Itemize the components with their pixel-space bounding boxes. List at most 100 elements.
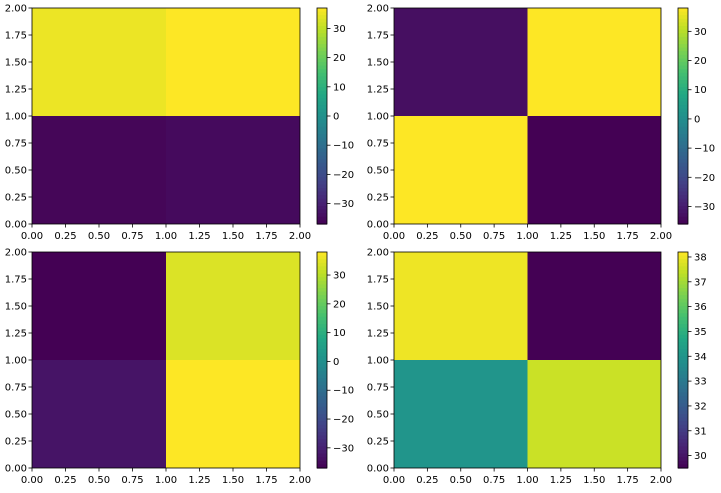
- colorbar-segment: [317, 428, 327, 433]
- colorbar-segment: [678, 360, 688, 365]
- colorbar-segment: [317, 288, 327, 293]
- colorbar-segment: [678, 370, 688, 375]
- colorbar-segment: [678, 291, 688, 296]
- x-tick-label: 0.00: [383, 475, 405, 486]
- colorbar-segment: [317, 266, 327, 271]
- colorbar-tick-label: −30: [333, 199, 354, 210]
- colorbar-segment: [317, 184, 327, 189]
- heatmap-cell: [527, 360, 661, 468]
- colorbar-segment: [317, 108, 327, 113]
- colorbar-segment: [317, 295, 327, 300]
- colorbar-segment: [317, 291, 327, 296]
- x-tick-label: 1.25: [188, 231, 210, 242]
- y-tick-label: 0.00: [367, 464, 389, 475]
- colorbar-segment: [678, 94, 688, 99]
- colorbar-tick-label: 30: [333, 24, 346, 35]
- y-tick-label: 1.75: [367, 275, 389, 286]
- colorbar-segment: [317, 216, 327, 221]
- colorbar-segment: [678, 188, 688, 193]
- colorbar-segment: [678, 44, 688, 49]
- colorbar-segment: [317, 381, 327, 386]
- colorbar-segment: [317, 352, 327, 357]
- colorbar-segment: [678, 184, 688, 189]
- colorbar-segment: [317, 94, 327, 99]
- colorbar-segment: [678, 324, 688, 329]
- colorbar-segment: [678, 159, 688, 164]
- y-tick-label: 2.00: [5, 4, 27, 15]
- colorbar-segment: [678, 266, 688, 271]
- heatmap-panel-2: 0.00 0.25 0.50 0.75 1.00 1.25 1.50 1.75 2.00 0.00…: [367, 4, 715, 243]
- colorbar-segment: [317, 155, 327, 160]
- colorbar-segment: [317, 170, 327, 175]
- x-tick-label: 1.00: [516, 231, 538, 242]
- colorbar-segment: [317, 54, 327, 59]
- y-tick-label: 2.00: [5, 248, 27, 259]
- colorbar-segment: [678, 90, 688, 95]
- colorbar-segment: [317, 44, 327, 49]
- colorbar-segment: [317, 29, 327, 34]
- heatmap-cell: [166, 360, 300, 468]
- colorbar-segment: [678, 65, 688, 70]
- colorbar-tick-label: −10: [333, 386, 354, 397]
- colorbar-segment: [678, 262, 688, 267]
- colorbar-segment: [317, 22, 327, 27]
- colorbar-tick-label: 20: [333, 299, 346, 310]
- x-tick-label: 2.00: [289, 231, 311, 242]
- colorbar-segment: [317, 206, 327, 211]
- colorbar-segment: [317, 424, 327, 429]
- heatmap-cell: [32, 360, 166, 468]
- colorbar-segment: [317, 277, 327, 282]
- colorbar-segment: [678, 69, 688, 74]
- colorbar-segment: [317, 453, 327, 458]
- x-tick-label: 1.50: [583, 475, 605, 486]
- colorbar-segment: [317, 180, 327, 185]
- colorbar-segment: [317, 8, 327, 13]
- x-tick-label: 0.50: [88, 231, 110, 242]
- x-tick-label: 1.00: [155, 231, 177, 242]
- colorbar-segment: [317, 90, 327, 95]
- colorbar-segment: [317, 450, 327, 455]
- colorbar-segment: [317, 306, 327, 311]
- colorbar-segment: [317, 349, 327, 354]
- y-tick-label: 0.25: [5, 437, 27, 448]
- x-tick-label: 0.50: [450, 231, 472, 242]
- colorbar-frame: [316, 251, 328, 469]
- colorbar-segment: [678, 424, 688, 429]
- heatmap-cell: [32, 116, 166, 224]
- colorbar-segment: [678, 47, 688, 52]
- y-tick-label: 0.25: [5, 193, 27, 204]
- colorbar-segment: [317, 370, 327, 375]
- colorbar-segment: [678, 421, 688, 426]
- colorbar-segment: [678, 273, 688, 278]
- x-tick-label: 0.25: [54, 231, 76, 242]
- colorbar-segment: [317, 105, 327, 110]
- x-tick-label: 1.75: [255, 475, 277, 486]
- colorbar-segment: [317, 65, 327, 70]
- colorbar-segment: [317, 119, 327, 124]
- colorbar-segment: [317, 406, 327, 411]
- colorbar-segment: [317, 464, 327, 469]
- y-tick-label: 1.25: [5, 329, 27, 340]
- colorbar-segment: [678, 403, 688, 408]
- colorbar-segment: [317, 141, 327, 146]
- x-tick-label: 1.25: [550, 231, 572, 242]
- colorbar-tick-label: 10: [694, 85, 707, 96]
- colorbar-segment: [317, 209, 327, 214]
- x-tick-label: 0.00: [21, 475, 43, 486]
- y-tick-label: 2.00: [367, 4, 389, 15]
- colorbar-segment: [678, 399, 688, 404]
- colorbar-segment: [678, 464, 688, 469]
- colorbar-segment: [678, 33, 688, 38]
- colorbar-segment: [678, 439, 688, 444]
- x-tick-label: 0.75: [483, 475, 505, 486]
- x-tick-label: 2.00: [650, 475, 672, 486]
- colorbar-segment: [317, 87, 327, 92]
- colorbar-segment: [678, 220, 688, 225]
- colorbar-segment: [317, 144, 327, 149]
- colorbar-segment: [678, 123, 688, 128]
- heatmap-cell: [166, 116, 300, 224]
- colorbar-segment: [678, 453, 688, 458]
- colorbar-segment: [678, 378, 688, 383]
- colorbar-segment: [317, 220, 327, 225]
